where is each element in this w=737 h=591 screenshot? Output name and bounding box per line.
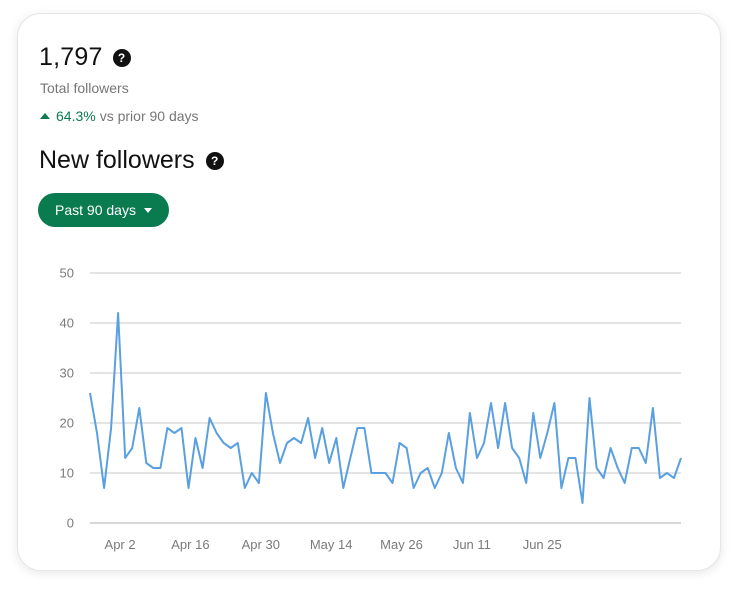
total-followers-row: 1,797 ? (39, 43, 131, 72)
y-tick-label: 40 (60, 316, 74, 331)
series-line (89, 312, 682, 504)
caret-down-icon (143, 207, 152, 213)
help-icon[interactable]: ? (205, 151, 224, 170)
x-tick-label: May 14 (310, 537, 353, 552)
new-followers-header: New followers ? (39, 146, 224, 175)
y-tick-label: 20 (60, 416, 74, 431)
total-followers-label: Total followers (40, 80, 129, 96)
total-followers-value: 1,797 (39, 43, 103, 71)
y-tick-label: 50 (60, 266, 74, 281)
y-tick-label: 30 (60, 366, 74, 381)
x-tick-label: Apr 16 (171, 537, 209, 552)
arrow-up-icon (40, 113, 50, 119)
change-row: 64.3% vs prior 90 days (40, 108, 199, 124)
help-icon[interactable]: ? (112, 48, 131, 67)
x-tick-label: Apr 2 (105, 537, 136, 552)
y-tick-label: 10 (60, 466, 74, 481)
section-title: New followers (39, 146, 195, 174)
x-tick-label: Jun 25 (523, 537, 562, 552)
date-range-label: Past 90 days (55, 202, 136, 218)
date-range-dropdown[interactable]: Past 90 days (38, 193, 169, 227)
change-percent: 64.3% (56, 108, 96, 124)
x-tick-label: May 26 (380, 537, 423, 552)
y-tick-label: 0 (67, 516, 74, 531)
x-tick-label: Apr 30 (242, 537, 280, 552)
change-label: vs prior 90 days (99, 108, 199, 124)
x-tick-label: Jun 11 (453, 537, 491, 552)
